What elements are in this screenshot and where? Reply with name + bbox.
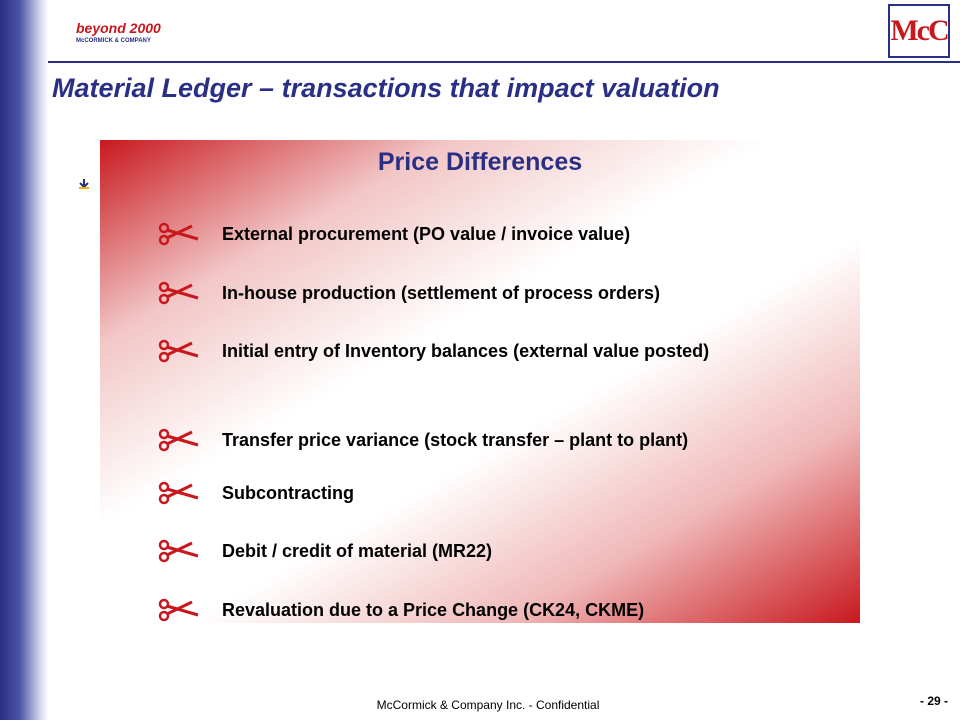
sidebar xyxy=(0,0,48,720)
footer-text: McCormick & Company Inc. - Confidential xyxy=(376,698,600,712)
scissors-icon xyxy=(158,598,199,622)
list-item: Transfer price variance (stock transfer … xyxy=(222,430,689,450)
box-heading: Price Differences xyxy=(377,148,583,176)
list-item: Initial entry of Inventory balances (ext… xyxy=(222,341,710,361)
content-box: Price Differences External procurement (… xyxy=(100,140,860,623)
slide-title: Material Ledger – transactions that impa… xyxy=(52,73,720,103)
scissors-icon xyxy=(158,428,199,452)
page-number: - 29 - xyxy=(919,694,948,708)
list-item: External procurement (PO value / invoice… xyxy=(222,224,631,244)
logo-main: beyond 2000 xyxy=(76,20,161,36)
logo: beyond 2000 McCORMICK & COMPANY xyxy=(70,12,170,48)
scissors-icon xyxy=(158,222,199,246)
list-item: Debit / credit of material (MR22) xyxy=(222,541,493,561)
scissors-icon xyxy=(158,539,199,563)
scissors-icon xyxy=(158,339,199,363)
bullet xyxy=(79,179,89,189)
list-item: In-house production (settlement of proce… xyxy=(222,283,661,303)
list-item: Subcontracting xyxy=(222,483,355,503)
scissors-icon xyxy=(158,281,199,305)
list-item: Revaluation due to a Price Change (CK24,… xyxy=(222,600,645,620)
header-rule xyxy=(48,61,960,63)
brand-logo: McC xyxy=(888,4,950,58)
logo-sub: McCORMICK & COMPANY xyxy=(76,38,151,44)
scissors-icon xyxy=(158,481,199,505)
